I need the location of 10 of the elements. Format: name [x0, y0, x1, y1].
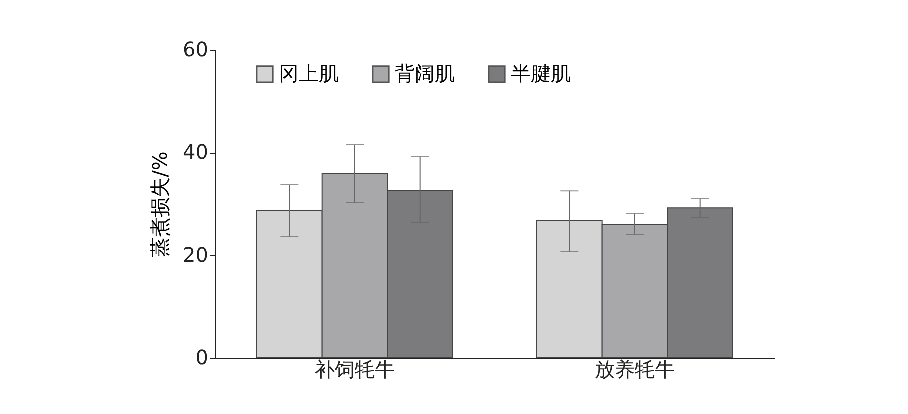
y-tick-label: 0: [196, 346, 208, 370]
y-tick-label: 60: [183, 38, 208, 62]
y-tick-label: 40: [183, 140, 208, 164]
legend-label: 半腱肌: [511, 61, 571, 86]
x-tick-label: 补饲牦牛: [315, 358, 395, 382]
y-tick-label: 20: [183, 242, 208, 267]
legend-label: 背阔肌: [395, 61, 455, 86]
y-axis-title: 蒸煮损失/%: [148, 152, 172, 258]
x-tick-label: 放养牦牛: [595, 358, 675, 382]
legend-label: 冈上肌: [279, 61, 339, 86]
